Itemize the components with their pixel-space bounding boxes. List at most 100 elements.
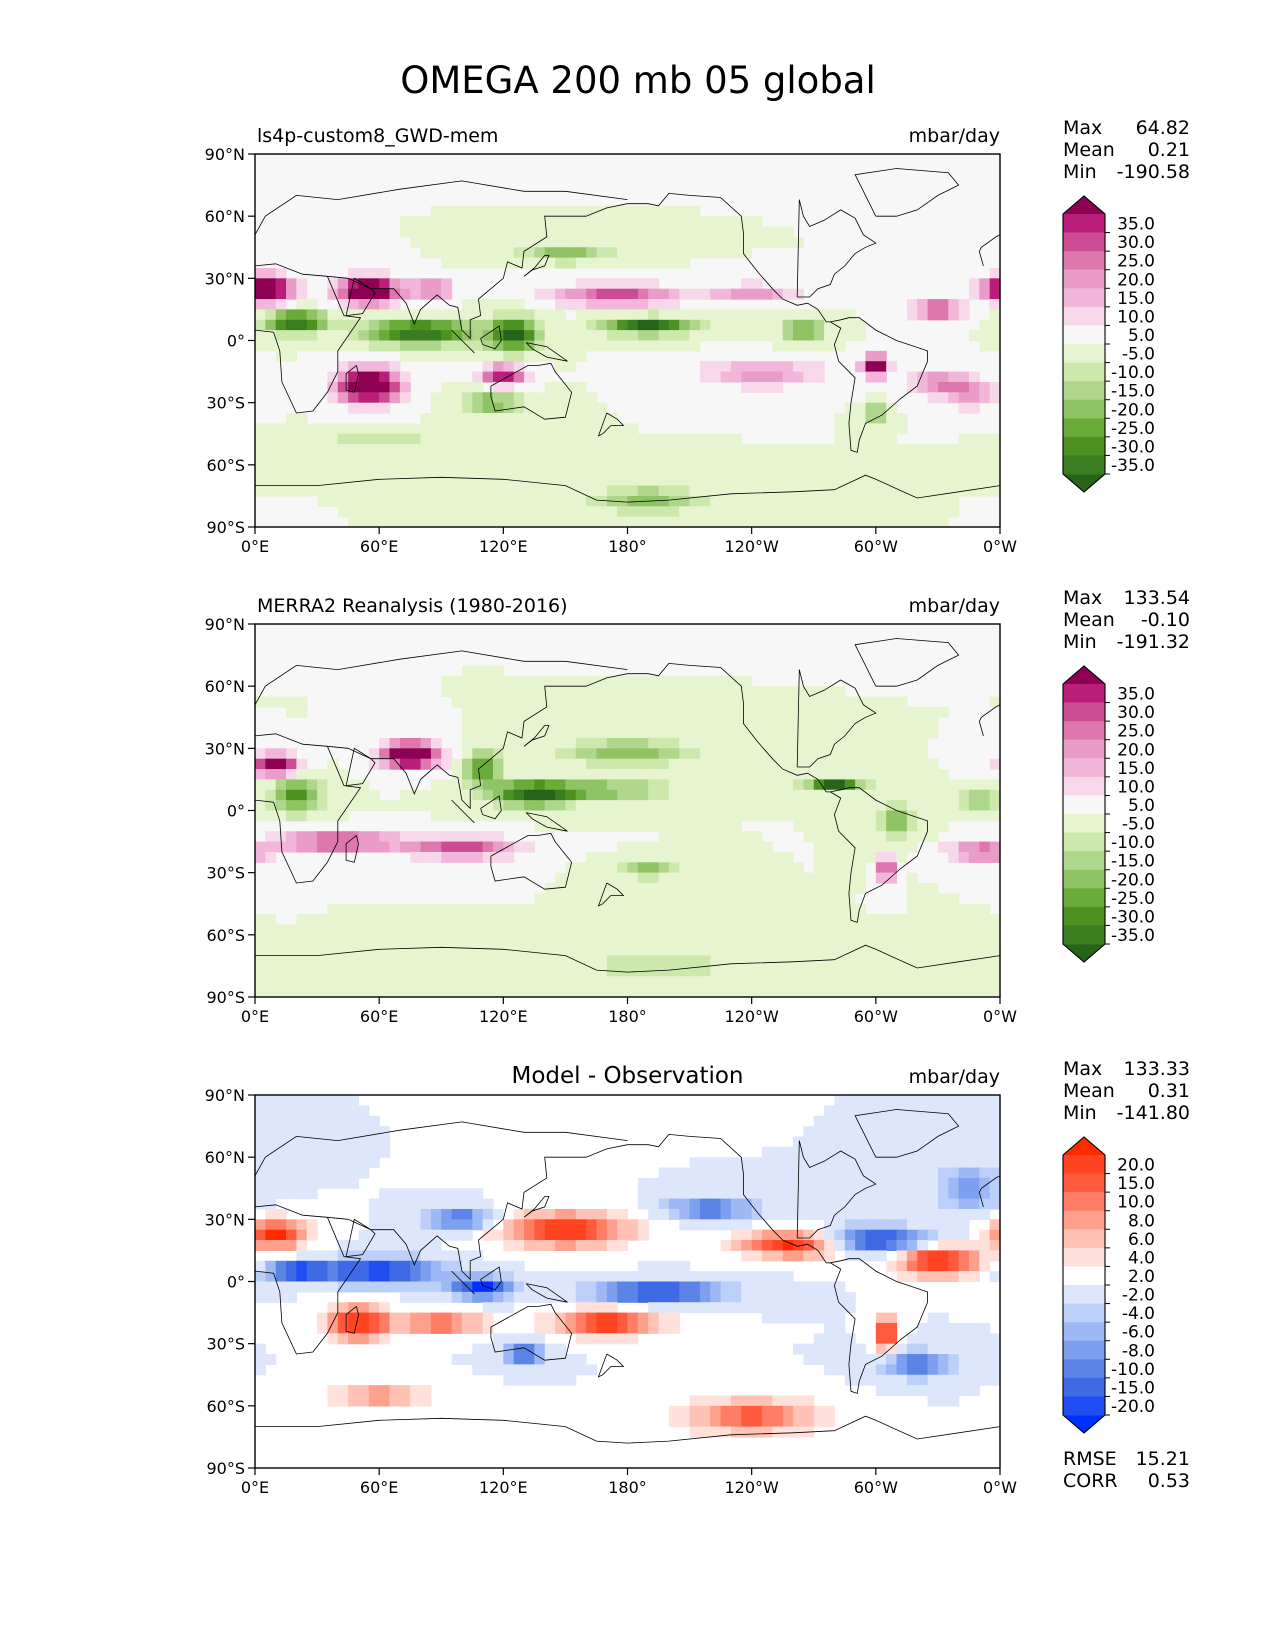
y-tick-label: 60°N xyxy=(205,677,245,696)
heatmap-cell xyxy=(813,831,825,843)
heatmap-cell xyxy=(430,247,442,259)
heatmap-cell xyxy=(492,454,504,466)
heatmap-cell xyxy=(617,872,629,884)
heatmap-cell xyxy=(772,1426,784,1438)
heatmap-cell xyxy=(844,1188,856,1200)
heatmap-cell xyxy=(358,1322,370,1334)
heatmap-cell xyxy=(327,444,339,456)
heatmap-cell xyxy=(793,976,805,988)
heatmap-cell xyxy=(844,413,856,424)
heatmap-cell xyxy=(834,1333,846,1345)
heatmap-cell xyxy=(782,330,794,342)
heatmap-cell xyxy=(296,278,308,290)
heatmap-cell xyxy=(379,392,391,404)
coastline xyxy=(796,669,877,768)
heatmap-cell xyxy=(979,1240,991,1252)
heatmap-cell xyxy=(544,1208,556,1220)
heatmap-cell xyxy=(348,454,360,466)
heatmap-cell xyxy=(844,1302,856,1314)
heatmap-cell xyxy=(317,955,329,967)
heatmap-cell xyxy=(430,1219,442,1231)
heatmap-cell xyxy=(803,1281,815,1293)
heatmap-cell xyxy=(255,1271,266,1283)
heatmap-cell xyxy=(699,1208,711,1220)
heatmap-cell xyxy=(544,319,556,331)
heatmap-cell xyxy=(575,727,587,739)
heatmap-cell xyxy=(699,1188,711,1200)
heatmap-cell xyxy=(482,665,494,677)
heatmap-cell xyxy=(379,1146,391,1158)
heatmap-cell xyxy=(772,361,784,373)
stat-value: 64.82 xyxy=(1136,117,1190,139)
colorbar-level-label: -25.0 xyxy=(1111,419,1155,439)
heatmap-cell xyxy=(492,903,504,915)
heatmap-cell xyxy=(979,1260,991,1272)
heatmap-cell xyxy=(772,1405,784,1417)
heatmap-cell xyxy=(689,330,701,342)
heatmap-cell xyxy=(596,872,608,884)
heatmap-cell xyxy=(586,955,598,967)
heatmap-cell xyxy=(710,495,722,507)
heatmap-cell xyxy=(834,1188,846,1200)
heatmap-cell xyxy=(617,247,629,259)
heatmap-cell xyxy=(741,686,753,698)
heatmap-cell xyxy=(710,485,722,497)
heatmap-cell xyxy=(524,257,535,269)
heatmap-cell xyxy=(896,1354,908,1365)
heatmap-cell xyxy=(399,226,411,238)
heatmap-cell xyxy=(255,965,266,977)
heatmap-cell xyxy=(503,516,515,528)
heatmap-cell xyxy=(524,748,535,760)
heatmap-cell xyxy=(782,955,794,967)
heatmap-cell xyxy=(482,506,494,518)
heatmap-cell xyxy=(586,893,598,905)
heatmap-cell xyxy=(958,392,970,404)
heatmap-cell xyxy=(937,1333,949,1345)
heatmap-cell xyxy=(617,717,629,729)
heatmap-cell xyxy=(275,1146,287,1158)
heatmap-cell xyxy=(327,392,339,404)
heatmap-cell xyxy=(886,727,898,739)
heatmap-cell xyxy=(886,444,898,456)
heatmap-cell xyxy=(286,340,297,352)
heatmap-cell xyxy=(492,965,504,977)
heatmap-cell xyxy=(410,1260,422,1272)
heatmap-cell xyxy=(937,392,949,404)
heatmap-cell xyxy=(865,779,877,791)
heatmap-cell xyxy=(482,361,494,373)
heatmap-cell xyxy=(255,789,266,801)
heatmap-cell xyxy=(544,934,556,946)
heatmap-cell xyxy=(637,872,649,884)
heatmap-cell xyxy=(906,914,918,926)
heatmap-cell xyxy=(710,748,722,760)
heatmap-cell xyxy=(306,769,318,781)
heatmap-cell xyxy=(689,841,701,853)
heatmap-cell xyxy=(265,769,277,781)
colorbar-level-label: 25.0 xyxy=(1117,252,1155,272)
heatmap-cell xyxy=(668,1177,680,1189)
heatmap-cell xyxy=(699,247,711,259)
heatmap-cell xyxy=(606,893,618,905)
heatmap-cell xyxy=(917,1343,929,1355)
heatmap-cell xyxy=(927,1385,939,1397)
heatmap-cell xyxy=(586,413,598,424)
heatmap-cell xyxy=(513,769,525,781)
heatmap-cell xyxy=(544,758,556,770)
heatmap-cell xyxy=(606,236,618,248)
heatmap-cell xyxy=(430,903,442,915)
heatmap-cell xyxy=(813,1343,825,1355)
heatmap-cell xyxy=(472,1322,484,1334)
y-tick-label: 30°S xyxy=(206,394,245,413)
heatmap-cell xyxy=(751,330,763,342)
heatmap-cell xyxy=(379,1250,391,1262)
heatmap-cell xyxy=(699,1426,711,1438)
heatmap-cell xyxy=(865,696,877,708)
heatmap-cell xyxy=(379,381,391,393)
coastline xyxy=(254,650,628,705)
heatmap-cell xyxy=(472,1219,484,1231)
heatmap-cell xyxy=(855,872,867,884)
heatmap-cell xyxy=(844,423,856,435)
heatmap-cell xyxy=(958,779,970,791)
heatmap-cell xyxy=(886,1240,898,1252)
heatmap-cell xyxy=(575,1333,587,1345)
